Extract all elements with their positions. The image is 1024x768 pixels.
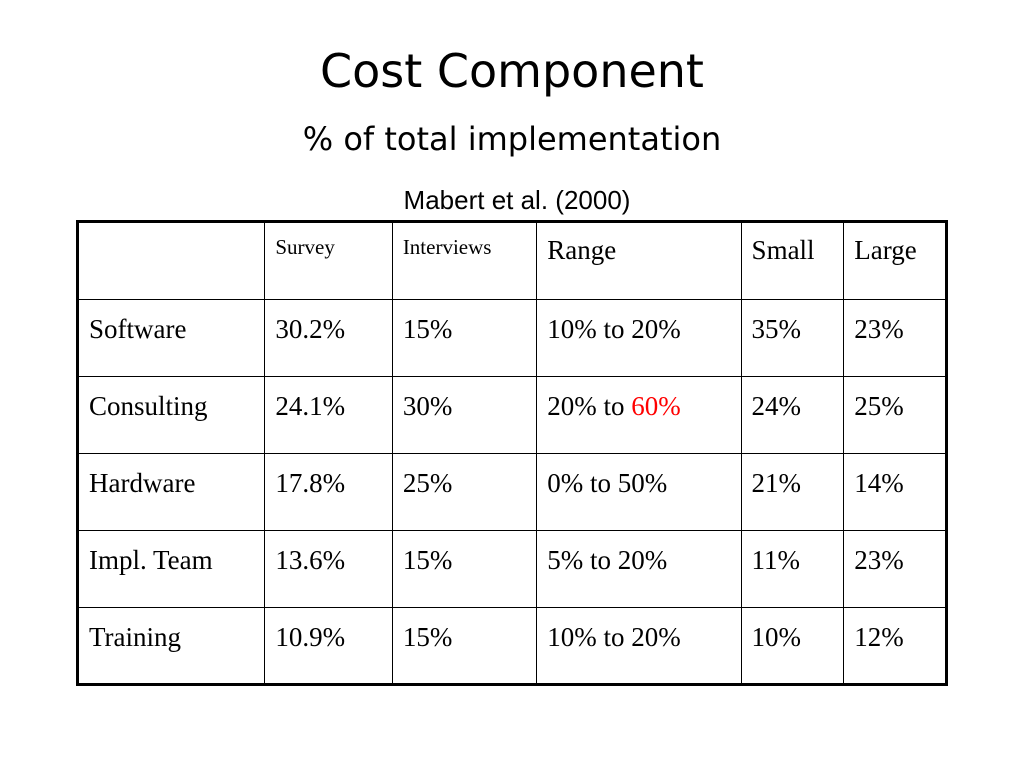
small-cell: 21%: [740, 453, 845, 531]
survey-cell: 24.1%: [264, 376, 393, 454]
survey-cell: 10.9%: [264, 607, 393, 685]
slide-subtitle: % of total implementation: [302, 120, 722, 158]
survey-cell: 13.6%: [264, 530, 393, 608]
table-row: Software 30.2% 15% 10% to 20% 35% 23%: [76, 299, 947, 377]
header-large: Large: [843, 221, 947, 300]
row-label: Consulting: [76, 376, 266, 454]
table-header-row: Survey Interviews Range Small Large: [76, 221, 947, 300]
row-label: Training: [76, 607, 266, 685]
range-cell: 10% to 20%: [536, 607, 742, 685]
row-label: Software: [76, 299, 266, 377]
row-label: Impl. Team: [76, 530, 266, 608]
range-cell: 5% to 20%: [536, 530, 742, 608]
small-cell: 11%: [740, 530, 845, 608]
table-row: Training 10.9% 15% 10% to 20% 10% 12%: [76, 607, 947, 685]
interviews-cell: 15%: [391, 299, 538, 377]
large-cell: 23%: [843, 530, 947, 608]
table-row: Impl. Team 13.6% 15% 5% to 20% 11% 23%: [76, 530, 947, 608]
large-cell: 23%: [843, 299, 947, 377]
interviews-cell: 15%: [391, 530, 538, 608]
slide-title: Cost Component: [320, 44, 704, 98]
range-prefix: 20% to: [547, 391, 632, 421]
large-cell: 14%: [843, 453, 947, 531]
small-cell: 35%: [740, 299, 845, 377]
header-survey: Survey: [264, 221, 393, 300]
header-small: Small: [740, 221, 845, 300]
range-highlight: 60%: [631, 391, 681, 421]
table-row: Consulting 24.1% 30% 20% to 60% 24% 25%: [76, 376, 947, 454]
small-cell: 24%: [740, 376, 845, 454]
header-range: Range: [536, 221, 742, 300]
survey-cell: 30.2%: [264, 299, 393, 377]
range-cell: 10% to 20%: [536, 299, 742, 377]
interviews-cell: 15%: [391, 607, 538, 685]
cost-component-table: Survey Interviews Range Small Large Soft…: [76, 220, 948, 686]
small-cell: 10%: [740, 607, 845, 685]
large-cell: 25%: [843, 376, 947, 454]
row-label: Hardware: [76, 453, 266, 531]
header-interviews: Interviews: [391, 221, 538, 300]
large-cell: 12%: [843, 607, 947, 685]
header-cell-empty: [76, 221, 266, 300]
interviews-cell: 25%: [391, 453, 538, 531]
table-row: Hardware 17.8% 25% 0% to 50% 21% 14%: [76, 453, 947, 531]
interviews-cell: 30%: [391, 376, 538, 454]
source-citation: Mabert et al. (2000): [403, 185, 631, 215]
survey-cell: 17.8%: [264, 453, 393, 531]
range-cell: 20% to 60%: [536, 376, 742, 454]
range-cell: 0% to 50%: [536, 453, 742, 531]
